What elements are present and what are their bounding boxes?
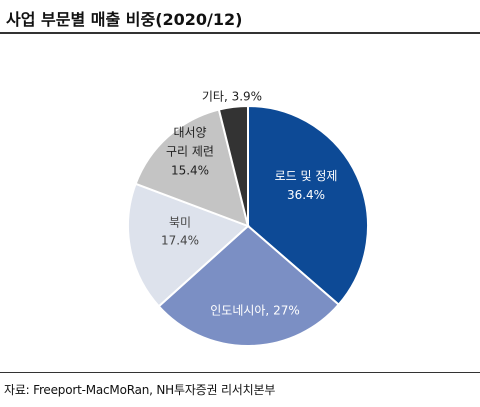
pie-slice-0 bbox=[247, 104, 369, 306]
slice-label-4: 기타, 3.9% bbox=[202, 90, 262, 104]
source-note: 자료: Freeport-MacMoRan, NH투자증권 리서치본부 bbox=[4, 383, 276, 397]
pie-slice-3 bbox=[134, 108, 250, 228]
pie-slice-1 bbox=[157, 224, 341, 347]
pie-slice-4 bbox=[217, 104, 249, 227]
chart-title: 사업 부문별 매출 비중(2020/12) bbox=[6, 10, 243, 29]
slice-label-1: 인도네시아, 27% bbox=[210, 304, 300, 318]
source-rule bbox=[0, 372, 480, 373]
slice-label-0: 로드 및 정제 36.4% bbox=[275, 169, 338, 202]
pie-slice-2 bbox=[127, 182, 250, 308]
slice-label-0-line-0: 로드 및 정제 bbox=[275, 169, 338, 183]
slice-label-0-line-1: 36.4% bbox=[287, 188, 325, 202]
slice-label-3-line-0: 대서양 bbox=[173, 126, 206, 140]
slice-label-1-line-0: 인도네시아, 27% bbox=[210, 304, 300, 318]
slice-label-2-line-0: 북미 bbox=[169, 216, 191, 230]
slice-label-2: 북미 17.4% bbox=[161, 216, 199, 248]
slice-label-3-line-1: 구리 제련 bbox=[166, 145, 214, 159]
title-rule bbox=[0, 32, 480, 34]
slice-label-4-line-0: 기타, 3.9% bbox=[202, 90, 262, 104]
slice-label-3-line-2: 15.4% bbox=[171, 164, 209, 178]
slice-label-2-line-1: 17.4% bbox=[161, 234, 199, 248]
